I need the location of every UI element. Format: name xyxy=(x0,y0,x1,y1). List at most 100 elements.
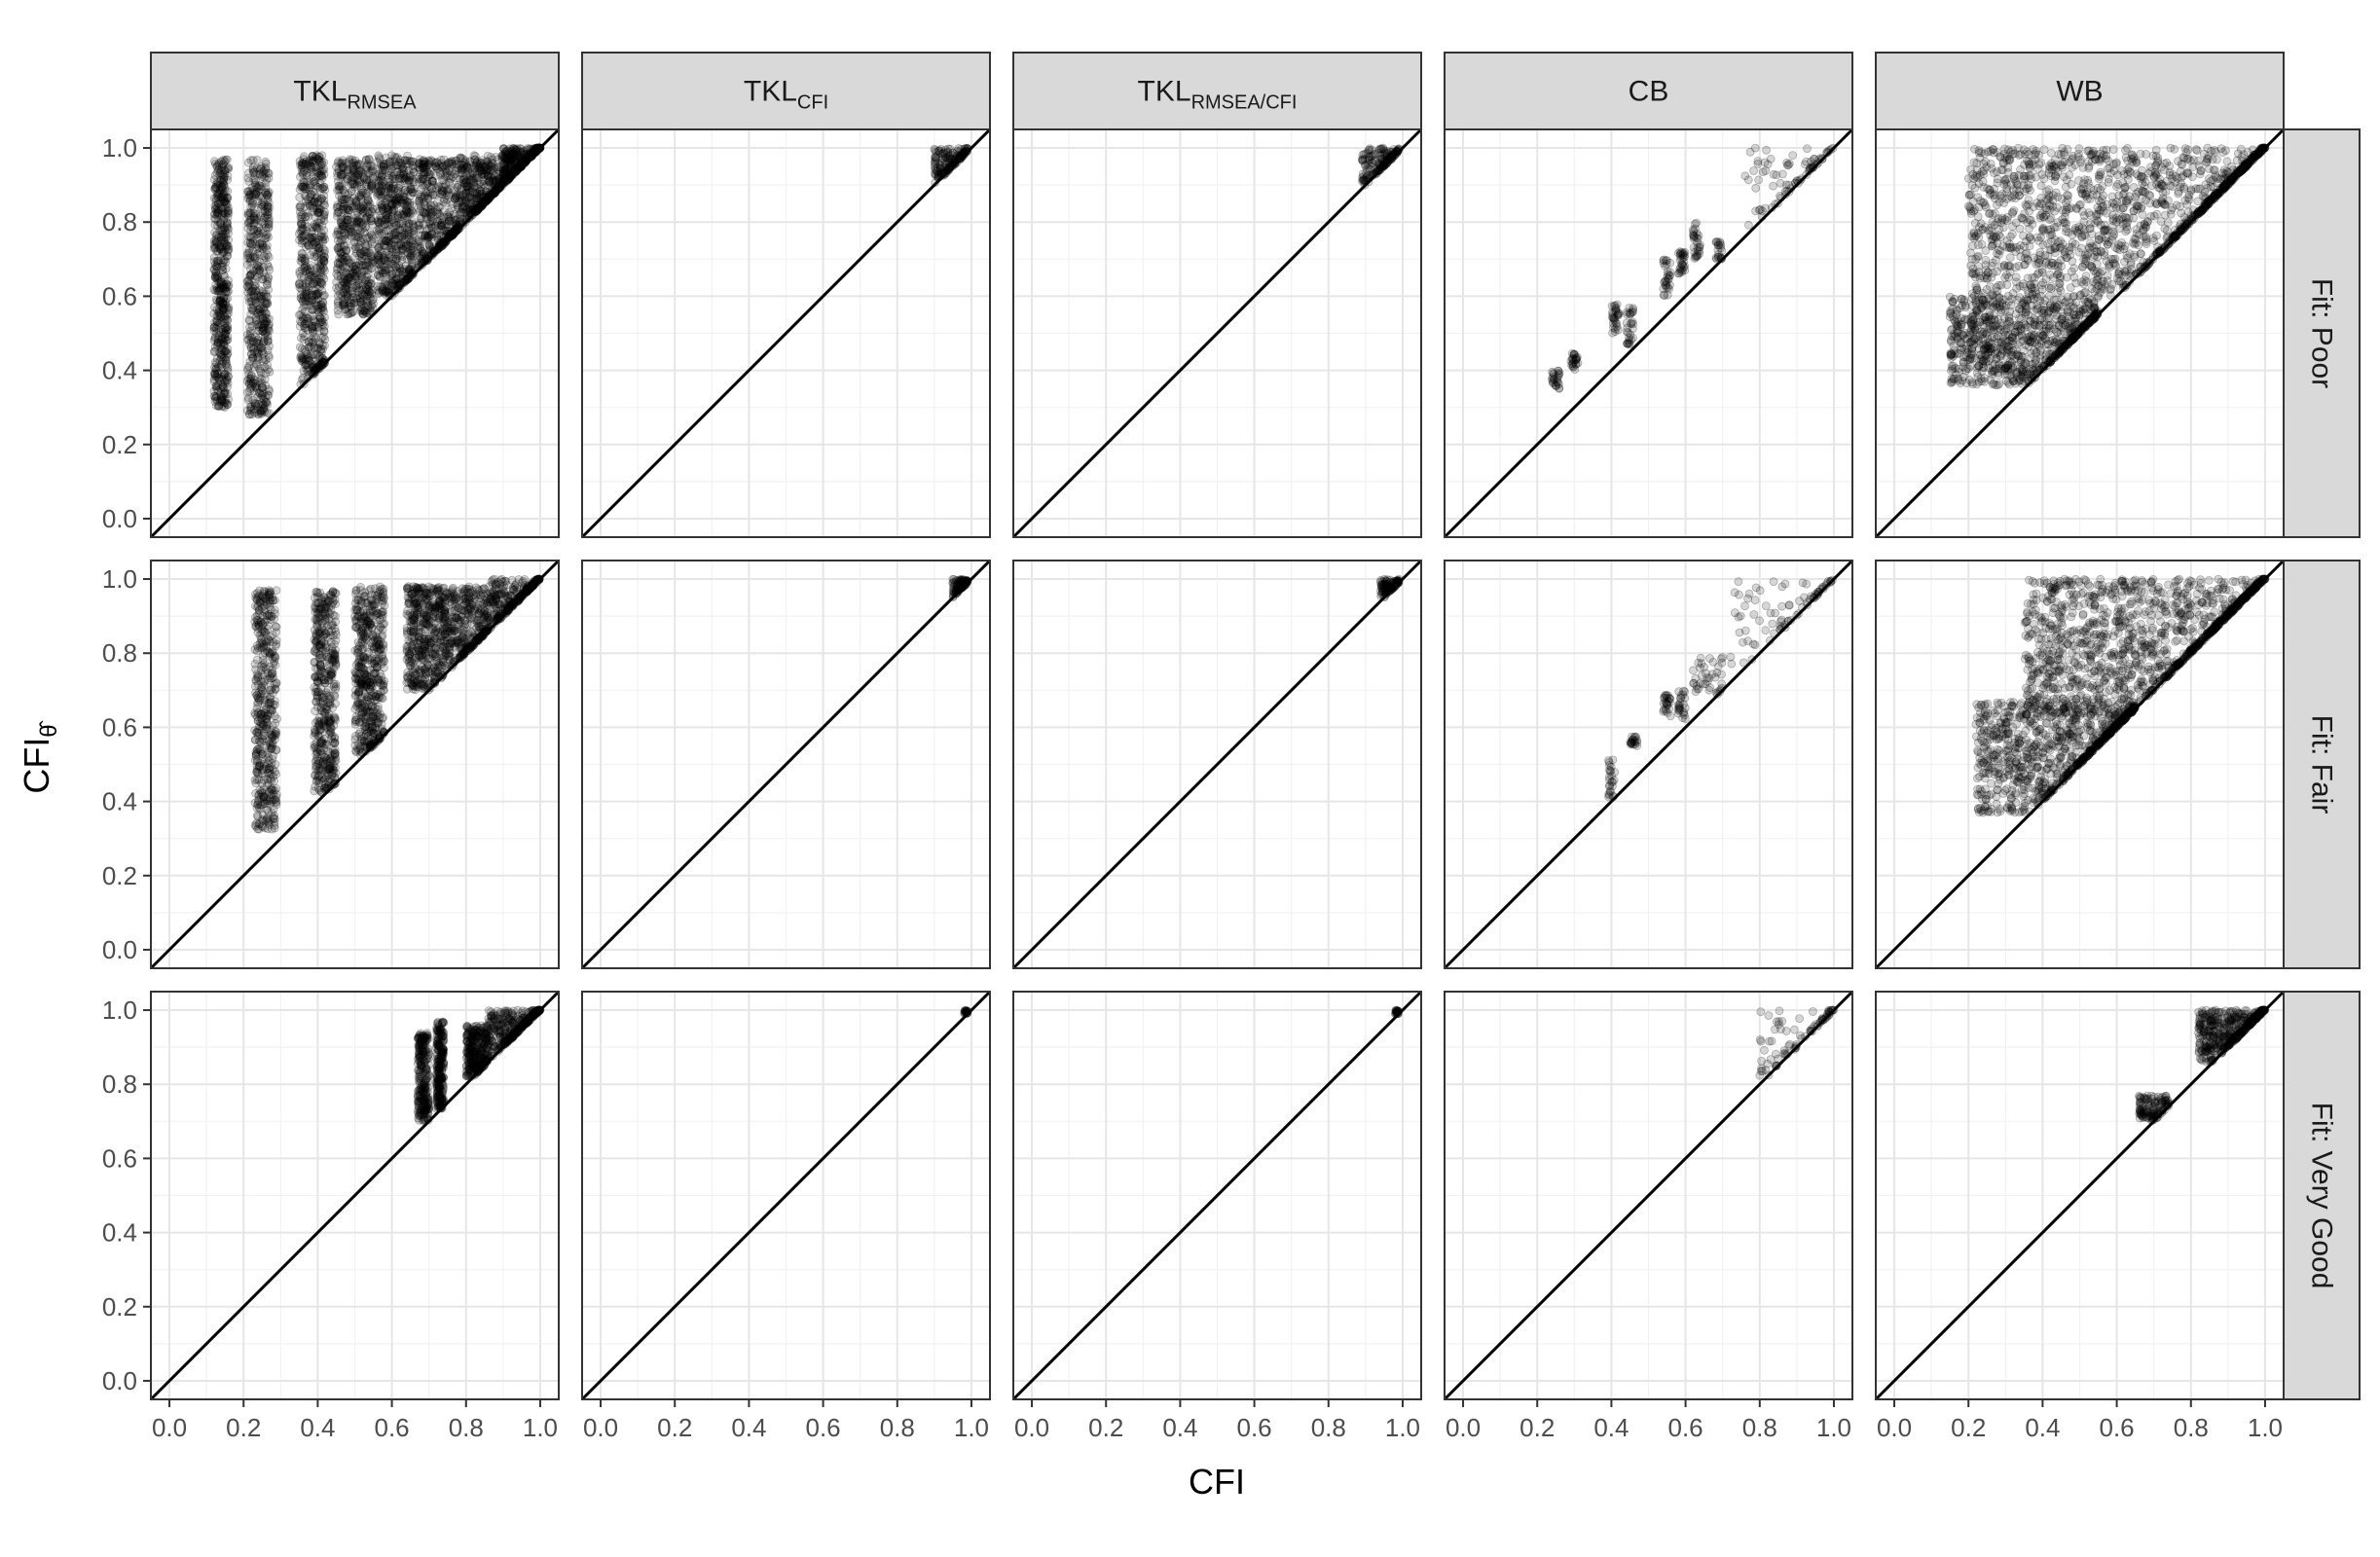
data-point xyxy=(313,322,323,332)
data-point xyxy=(218,294,228,304)
data-point xyxy=(298,305,308,314)
data-point xyxy=(379,269,388,278)
data-point xyxy=(379,163,388,172)
data-point xyxy=(1384,147,1394,157)
data-point xyxy=(307,234,316,243)
data-point xyxy=(214,189,223,199)
panel-r1-c5 xyxy=(1874,127,2286,539)
data-point xyxy=(1689,235,1699,243)
data-point xyxy=(243,158,253,167)
data-point xyxy=(364,155,374,164)
data-point xyxy=(349,201,359,211)
data-point xyxy=(423,167,433,177)
data-point xyxy=(405,171,415,181)
data-point xyxy=(1761,203,1770,213)
data-point xyxy=(1374,145,1384,155)
data-point xyxy=(1716,243,1725,253)
data-point xyxy=(483,151,493,161)
data-point xyxy=(217,349,227,359)
data-point xyxy=(265,367,275,377)
data-point xyxy=(1744,220,1753,230)
data-point xyxy=(210,394,220,403)
data-point xyxy=(242,376,252,385)
data-point xyxy=(1611,306,1620,315)
data-point xyxy=(220,311,230,321)
data-point xyxy=(221,326,231,336)
data-point xyxy=(383,234,392,242)
data-point xyxy=(360,266,370,275)
data-point xyxy=(217,333,227,343)
data-point xyxy=(209,265,219,274)
data-point xyxy=(458,174,468,184)
data-point xyxy=(215,168,225,178)
data-point xyxy=(937,154,947,163)
data-point xyxy=(320,246,330,256)
data-point xyxy=(470,152,480,161)
data-point xyxy=(415,163,424,173)
data-point xyxy=(309,247,318,257)
data-point xyxy=(304,360,313,370)
data-point xyxy=(219,401,229,411)
data-point xyxy=(307,197,316,206)
data-point xyxy=(213,401,223,411)
data-point xyxy=(223,203,233,213)
data-point xyxy=(397,252,407,262)
data-point xyxy=(210,170,220,180)
data-point xyxy=(1695,246,1704,256)
data-point xyxy=(215,175,225,185)
data-point xyxy=(1674,269,1684,278)
data-point xyxy=(254,223,264,232)
data-point xyxy=(210,343,220,352)
data-point xyxy=(213,370,223,380)
data-point xyxy=(219,327,229,337)
data-point xyxy=(212,273,222,283)
data-point xyxy=(1803,144,1812,154)
data-point xyxy=(1751,183,1761,193)
data-point xyxy=(217,192,227,201)
data-point xyxy=(222,193,232,202)
data-point xyxy=(1690,253,1700,263)
data-point xyxy=(300,332,310,342)
data-point xyxy=(214,191,224,200)
data-point xyxy=(354,283,364,293)
data-point xyxy=(216,275,226,285)
data-point xyxy=(341,294,349,304)
data-point xyxy=(398,210,407,220)
data-point xyxy=(1766,154,1776,163)
data-point xyxy=(407,206,417,216)
panel-r1-c2 xyxy=(580,127,992,539)
data-point xyxy=(319,256,329,265)
data-point xyxy=(464,186,474,196)
data-point xyxy=(219,174,229,184)
data-point xyxy=(1627,335,1636,344)
data-point xyxy=(424,224,434,234)
data-point xyxy=(221,323,231,333)
data-point xyxy=(503,155,512,163)
data-point xyxy=(213,272,223,281)
data-point xyxy=(357,300,367,309)
data-point xyxy=(1677,260,1686,269)
data-point xyxy=(457,160,466,169)
data-point xyxy=(216,383,226,393)
data-point xyxy=(375,224,384,234)
data-point xyxy=(246,270,256,279)
data-point xyxy=(210,242,220,252)
data-point xyxy=(476,182,486,192)
data-point xyxy=(366,167,375,177)
data-point xyxy=(218,258,228,268)
data-point xyxy=(304,343,313,352)
data-point xyxy=(455,191,464,200)
data-point xyxy=(265,342,275,351)
data-point xyxy=(217,373,227,382)
data-point xyxy=(242,250,252,260)
data-point xyxy=(426,205,436,214)
data-point xyxy=(392,153,402,162)
data-point xyxy=(1778,169,1787,179)
data-point xyxy=(246,343,256,352)
data-point xyxy=(302,287,311,297)
data-point xyxy=(214,309,224,319)
data-point xyxy=(303,265,312,274)
data-point xyxy=(223,366,233,376)
data-point xyxy=(221,355,231,365)
data-point xyxy=(213,320,222,330)
